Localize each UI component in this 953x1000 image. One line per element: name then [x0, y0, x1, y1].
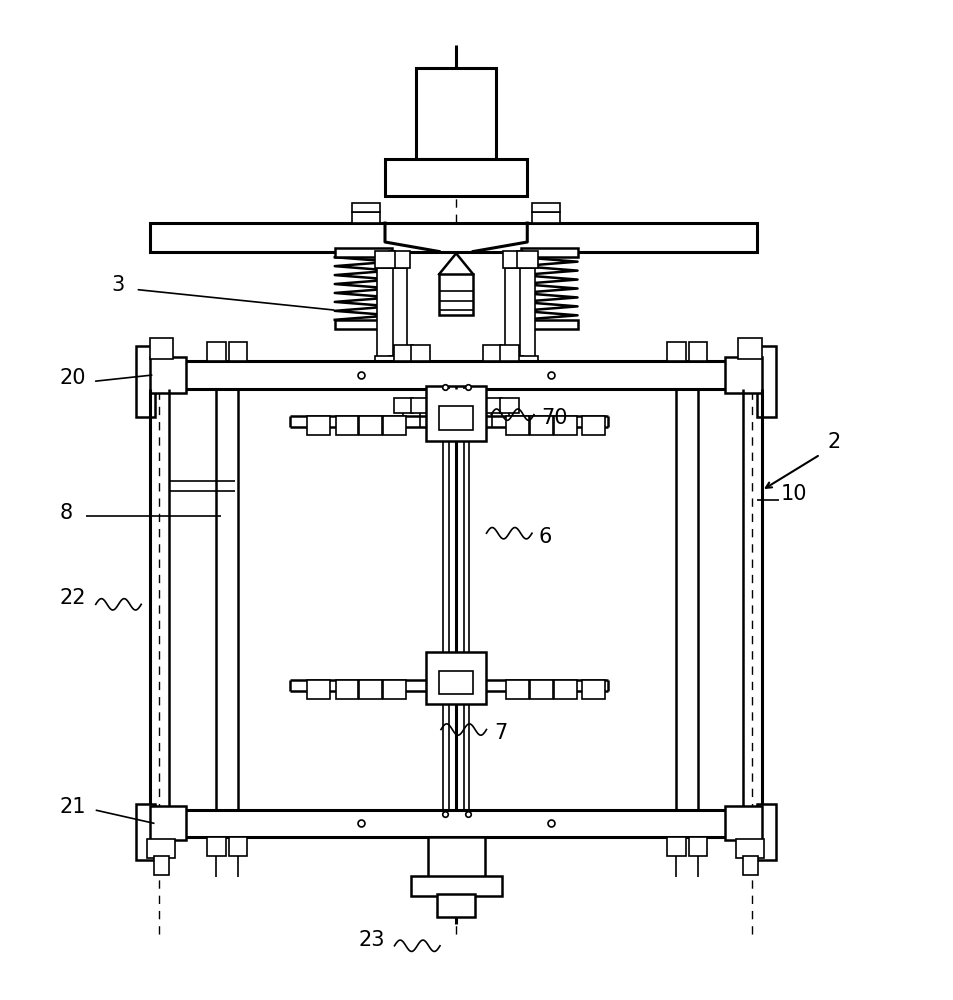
Bar	[520, 320, 577, 329]
Bar	[581, 416, 604, 435]
Bar	[532, 203, 559, 212]
Bar	[150, 361, 760, 389]
Bar	[499, 398, 518, 413]
Bar	[383, 416, 405, 435]
Bar	[517, 251, 537, 268]
Bar	[688, 837, 707, 856]
Bar	[352, 212, 380, 223]
Text: 70: 70	[541, 408, 567, 428]
Bar	[135, 804, 154, 860]
Bar	[554, 416, 576, 435]
Bar	[394, 345, 412, 361]
Bar	[505, 268, 520, 358]
Bar	[502, 251, 523, 268]
Bar	[147, 839, 175, 858]
Bar	[359, 416, 382, 435]
Bar	[389, 251, 409, 268]
Bar	[359, 680, 382, 699]
Bar	[150, 223, 756, 252]
Bar	[530, 680, 553, 699]
Bar	[724, 806, 760, 840]
Bar	[335, 416, 358, 435]
Bar	[502, 356, 523, 373]
Bar	[517, 356, 537, 373]
Bar	[375, 251, 395, 268]
Bar	[425, 386, 486, 441]
Bar	[666, 342, 685, 361]
Bar	[416, 68, 496, 159]
Bar	[392, 268, 406, 358]
Bar	[389, 356, 409, 373]
Bar	[741, 856, 757, 875]
Bar	[506, 680, 529, 699]
Bar	[482, 345, 501, 361]
Bar	[375, 356, 395, 373]
Bar	[425, 652, 486, 704]
Bar	[229, 837, 247, 856]
Bar	[150, 806, 186, 840]
Bar	[438, 671, 473, 694]
Bar	[153, 856, 169, 875]
Text: 6: 6	[538, 527, 552, 547]
Text: 8: 8	[60, 503, 72, 523]
Bar	[394, 398, 412, 413]
Bar	[410, 345, 429, 361]
Bar	[666, 837, 685, 856]
Bar	[135, 346, 154, 417]
Bar	[410, 398, 429, 413]
Bar	[150, 810, 760, 837]
Text: 20: 20	[60, 368, 86, 388]
Bar	[499, 345, 518, 361]
Bar	[335, 680, 358, 699]
Text: 22: 22	[60, 588, 86, 608]
Bar	[383, 680, 405, 699]
Bar	[150, 357, 186, 393]
Bar	[532, 212, 559, 223]
Bar	[756, 346, 775, 417]
Bar	[352, 203, 380, 212]
Text: 23: 23	[358, 930, 385, 950]
Bar	[307, 416, 330, 435]
Text: 21: 21	[60, 797, 86, 817]
Bar	[307, 680, 330, 699]
Bar	[229, 342, 247, 361]
Bar	[520, 248, 577, 257]
Bar	[581, 680, 604, 699]
Bar	[735, 839, 763, 858]
Bar	[554, 680, 576, 699]
Text: 3: 3	[112, 275, 125, 295]
Bar	[207, 342, 226, 361]
Bar	[207, 837, 226, 856]
Bar	[438, 274, 473, 315]
Bar	[519, 268, 535, 358]
Bar	[530, 416, 553, 435]
Text: 7: 7	[494, 723, 507, 743]
Bar	[410, 876, 501, 896]
Bar	[724, 357, 760, 393]
Bar	[335, 248, 392, 257]
Bar	[756, 804, 775, 860]
Bar	[377, 268, 393, 358]
Bar	[436, 894, 475, 917]
Bar	[737, 338, 760, 359]
Text: 2: 2	[827, 432, 841, 452]
Bar	[482, 398, 501, 413]
Bar	[438, 406, 473, 430]
Bar	[150, 338, 173, 359]
Bar	[335, 320, 392, 329]
Bar	[385, 159, 527, 196]
Bar	[427, 837, 484, 879]
Bar	[688, 342, 707, 361]
Bar	[506, 416, 529, 435]
Text: 10: 10	[780, 484, 806, 504]
